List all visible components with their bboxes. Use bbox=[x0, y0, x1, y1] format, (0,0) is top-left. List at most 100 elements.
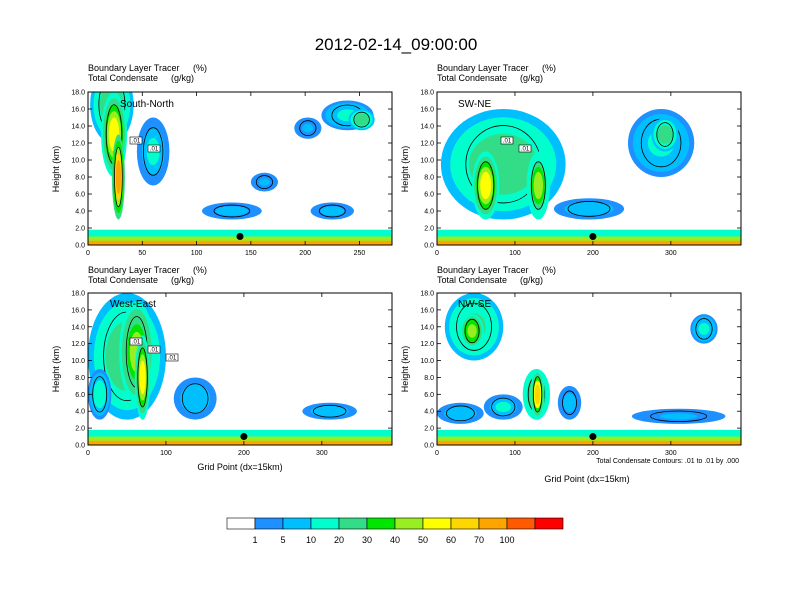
condensate-contour bbox=[567, 201, 611, 217]
y-tick-label: 14.0 bbox=[71, 324, 85, 331]
panel-header-condensate-unit: (g/kg) bbox=[520, 73, 543, 83]
x-tick-label: 50 bbox=[138, 250, 146, 257]
tracer-region bbox=[139, 360, 146, 395]
contour-label-box bbox=[518, 144, 532, 153]
colorbar-swatch bbox=[282, 517, 312, 530]
condensate-contour bbox=[650, 410, 708, 423]
x-axis-label: Grid Point (dx=15km) bbox=[197, 462, 282, 472]
colorbar-label: 70 bbox=[474, 535, 484, 545]
colorbar-swatch bbox=[450, 517, 480, 530]
colorbar-label: 20 bbox=[334, 535, 344, 545]
panel-header-tracer: Boundary Layer Tracer bbox=[88, 63, 180, 73]
contour-label-box bbox=[147, 345, 161, 354]
y-tick-label: 4.0 bbox=[424, 409, 434, 416]
tracer-surface-band bbox=[88, 243, 392, 245]
colorbar-label: 30 bbox=[362, 535, 372, 545]
y-tick-label: 18.0 bbox=[420, 291, 434, 298]
condensate-contour bbox=[92, 376, 108, 413]
x-tick-label: 0 bbox=[86, 450, 90, 457]
tracer-region bbox=[318, 407, 341, 415]
y-tick-label: 8.0 bbox=[424, 175, 434, 182]
tracer-surface-band bbox=[437, 240, 741, 245]
y-tick-label: 8.0 bbox=[424, 375, 434, 382]
tracer-region bbox=[534, 384, 541, 405]
tracer-region bbox=[95, 384, 105, 405]
tracer-region bbox=[574, 204, 604, 214]
y-tick-label: 14.0 bbox=[420, 324, 434, 331]
condensate-contour bbox=[530, 161, 546, 210]
colorbar-label: 1 bbox=[252, 535, 257, 545]
tracer-region bbox=[480, 171, 492, 200]
panel-header-tracer: Boundary Layer Tracer bbox=[88, 265, 180, 275]
y-tick-label: 12.0 bbox=[71, 341, 85, 348]
condensate-contour bbox=[142, 127, 164, 176]
y-tick-label: 0.0 bbox=[424, 243, 434, 250]
x-tick-label: 100 bbox=[191, 250, 203, 257]
condensate-contour bbox=[213, 204, 251, 218]
panel-header-condensate: Total Condensate bbox=[88, 275, 158, 285]
x-tick-label: 200 bbox=[238, 450, 250, 457]
y-tick-label: 4.0 bbox=[75, 209, 85, 216]
tracer-region bbox=[495, 401, 512, 413]
condensate-contour bbox=[114, 146, 123, 208]
contour-label: .01 bbox=[132, 340, 141, 346]
condensate-contour bbox=[656, 122, 674, 147]
y-tick-label: 0.0 bbox=[424, 443, 434, 450]
tracer-region bbox=[115, 160, 122, 194]
y-tick-label: 16.0 bbox=[420, 107, 434, 114]
y-tick-label: 18.0 bbox=[71, 90, 85, 97]
y-tick-label: 18.0 bbox=[420, 90, 434, 97]
y-tick-label: 6.0 bbox=[424, 392, 434, 399]
x-tick-label: 0 bbox=[435, 250, 439, 257]
x-tick-label: 200 bbox=[587, 450, 599, 457]
location-marker bbox=[240, 433, 248, 441]
colorbar-label: 40 bbox=[390, 535, 400, 545]
contour-label: .01 bbox=[132, 139, 141, 145]
colorbar-swatch bbox=[478, 517, 508, 530]
colorbar: 1 5 10 20 30 40 50 60 70 100 bbox=[226, 517, 564, 545]
condensate-contour bbox=[353, 111, 370, 128]
tracer-surface-band bbox=[88, 240, 392, 245]
panel-header-condensate-unit: (g/kg) bbox=[171, 73, 194, 83]
colorbar-swatch bbox=[506, 517, 536, 530]
condensate-contour bbox=[477, 161, 495, 210]
panel-header-condensate: Total Condensate bbox=[437, 275, 507, 285]
y-tick-label: 2.0 bbox=[424, 426, 434, 433]
tracer-region bbox=[323, 207, 341, 215]
condensate-contour bbox=[562, 390, 577, 415]
tracer-surface-band bbox=[437, 440, 741, 445]
plot-frame bbox=[436, 91, 742, 246]
y-tick-label: 14.0 bbox=[71, 124, 85, 131]
y-tick-label: 16.0 bbox=[420, 307, 434, 314]
condensate-contour bbox=[299, 120, 317, 136]
condensate-contour bbox=[695, 318, 713, 340]
panel-header-condensate: Total Condensate bbox=[88, 73, 158, 83]
x-tick-label: 300 bbox=[316, 450, 328, 457]
condensate-contour bbox=[181, 383, 209, 414]
plot-frame bbox=[87, 91, 393, 246]
condensate-contour bbox=[318, 204, 346, 218]
tracer-field bbox=[88, 293, 392, 445]
tracer-region bbox=[659, 413, 698, 420]
condensate-contour bbox=[445, 405, 475, 422]
colorbar-label: 100 bbox=[499, 535, 514, 545]
y-tick-label: 12.0 bbox=[420, 341, 434, 348]
colorbar-label: 5 bbox=[280, 535, 285, 545]
tracer-region bbox=[186, 390, 204, 407]
y-tick-label: 12.0 bbox=[71, 141, 85, 148]
x-tick-label: 0 bbox=[86, 250, 90, 257]
contour-label: .01 bbox=[503, 139, 512, 145]
tracer-region bbox=[467, 324, 477, 338]
x-tick-label: 150 bbox=[245, 250, 257, 257]
panel-nw-se: Boundary Layer Tracer (%) Total Condensa… bbox=[400, 265, 742, 484]
y-tick-label: 2.0 bbox=[424, 226, 434, 233]
y-tick-label: 2.0 bbox=[75, 226, 85, 233]
tracer-region bbox=[698, 322, 710, 335]
colorbar-swatch bbox=[422, 517, 452, 530]
contour-label: .01 bbox=[168, 356, 177, 362]
panel-sw-ne: Boundary Layer Tracer (%) Total Condensa… bbox=[400, 63, 742, 257]
y-tick-label: 8.0 bbox=[75, 375, 85, 382]
condensate-contour bbox=[464, 318, 480, 344]
x-tick-label: 100 bbox=[160, 450, 172, 457]
